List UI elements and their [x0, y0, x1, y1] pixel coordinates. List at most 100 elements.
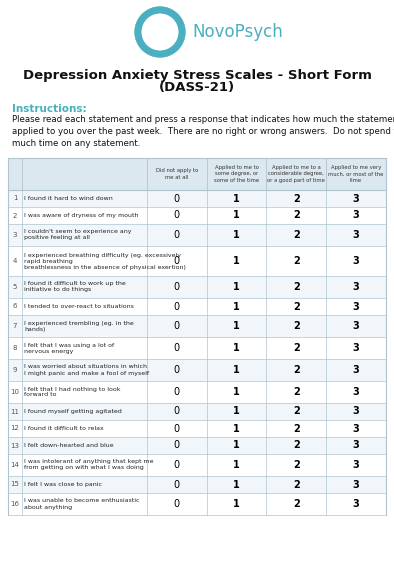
Text: 2: 2: [293, 302, 300, 311]
Text: Applied to me to a
considerable degree,
or a good part of time: Applied to me to a considerable degree, …: [268, 165, 325, 183]
Text: 15: 15: [11, 482, 19, 487]
Bar: [8, 454, 386, 476]
Text: 1: 1: [233, 321, 240, 331]
Text: I experienced trembling (eg. in the
hands): I experienced trembling (eg. in the hand…: [24, 320, 134, 332]
Text: 3: 3: [353, 406, 359, 417]
Bar: [8, 337, 386, 359]
Text: 3: 3: [353, 256, 359, 266]
Text: 0: 0: [174, 302, 180, 311]
Text: 1: 1: [233, 193, 240, 203]
Text: Depression Anxiety Stress Scales - Short Form: Depression Anxiety Stress Scales - Short…: [22, 68, 372, 82]
Text: I experienced breathing difficulty (eg. excessively
rapid breathing
breathlessne: I experienced breathing difficulty (eg. …: [24, 253, 186, 270]
Text: 11: 11: [11, 409, 19, 414]
Text: I felt down-hearted and blue: I felt down-hearted and blue: [24, 443, 113, 448]
Text: 3: 3: [353, 499, 359, 509]
Text: 1: 1: [233, 424, 240, 434]
Text: 3: 3: [353, 302, 359, 311]
Text: 10: 10: [11, 389, 19, 395]
Text: 1: 1: [233, 406, 240, 417]
Bar: [8, 403, 386, 420]
Text: 13: 13: [11, 442, 19, 449]
Bar: [8, 158, 386, 190]
Text: 0: 0: [174, 499, 180, 509]
Bar: [8, 420, 386, 437]
Bar: [8, 476, 386, 493]
Bar: [8, 246, 386, 276]
Text: 0: 0: [174, 210, 180, 221]
Text: 2: 2: [293, 387, 300, 397]
Text: 2: 2: [293, 441, 300, 450]
Text: 7: 7: [13, 323, 17, 329]
Text: 2: 2: [293, 424, 300, 434]
Text: 0: 0: [174, 256, 180, 266]
Text: 3: 3: [353, 479, 359, 490]
Text: 2: 2: [293, 321, 300, 331]
Bar: [8, 190, 386, 207]
Text: 3: 3: [353, 282, 359, 292]
Bar: [8, 381, 386, 403]
Text: 2: 2: [293, 230, 300, 240]
Text: 0: 0: [174, 343, 180, 353]
Text: 0: 0: [174, 365, 180, 375]
Ellipse shape: [151, 40, 169, 52]
Text: 3: 3: [353, 424, 359, 434]
Text: I was worried about situations in which
I might panic and make a fool of myself: I was worried about situations in which …: [24, 364, 149, 376]
Text: 3: 3: [353, 343, 359, 353]
Bar: [8, 298, 386, 315]
Text: 3: 3: [353, 230, 359, 240]
Text: I felt that I was using a lot of
nervous energy: I felt that I was using a lot of nervous…: [24, 343, 114, 353]
Text: I found myself getting agitated: I found myself getting agitated: [24, 409, 122, 414]
Text: 16: 16: [11, 501, 19, 507]
Bar: [8, 224, 386, 246]
Text: 0: 0: [174, 282, 180, 292]
Bar: [8, 315, 386, 337]
Text: 2: 2: [293, 193, 300, 203]
Text: 4: 4: [13, 258, 17, 264]
Text: 3: 3: [353, 387, 359, 397]
Text: 1: 1: [233, 365, 240, 375]
Text: Applied to me to
some degree, or
some of the time: Applied to me to some degree, or some of…: [214, 165, 259, 183]
Text: 3: 3: [13, 232, 17, 238]
Text: 3: 3: [353, 365, 359, 375]
Text: 0: 0: [174, 424, 180, 434]
Text: 1: 1: [233, 302, 240, 311]
Text: 0: 0: [174, 193, 180, 203]
Circle shape: [141, 13, 179, 51]
Text: 0: 0: [174, 479, 180, 490]
Text: 1: 1: [233, 387, 240, 397]
Bar: [8, 493, 386, 515]
Text: 14: 14: [11, 462, 19, 468]
Text: 1: 1: [13, 196, 17, 202]
Text: 3: 3: [353, 460, 359, 470]
Bar: [8, 207, 386, 224]
Text: Applied to me very
much, or most of the
time: Applied to me very much, or most of the …: [329, 165, 384, 183]
Text: 1: 1: [233, 256, 240, 266]
Text: 9: 9: [13, 367, 17, 373]
Text: 2: 2: [293, 499, 300, 509]
Text: 2: 2: [293, 256, 300, 266]
Text: 6: 6: [13, 303, 17, 310]
Text: I tended to over-react to situations: I tended to over-react to situations: [24, 304, 134, 309]
Text: 2: 2: [293, 479, 300, 490]
Text: Did not apply to
me at all: Did not apply to me at all: [156, 168, 198, 180]
Text: 2: 2: [13, 213, 17, 218]
Text: 0: 0: [174, 321, 180, 331]
Text: 3: 3: [353, 441, 359, 450]
Text: Instructions:: Instructions:: [12, 104, 87, 114]
Text: I felt that I had nothing to look
forward to: I felt that I had nothing to look forwar…: [24, 386, 121, 397]
Bar: [8, 359, 386, 381]
Circle shape: [149, 18, 171, 40]
Text: 0: 0: [174, 441, 180, 450]
Text: 3: 3: [353, 321, 359, 331]
Text: 12: 12: [11, 425, 19, 431]
Text: 1: 1: [233, 343, 240, 353]
Text: 0: 0: [174, 460, 180, 470]
Text: I was aware of dryness of my mouth: I was aware of dryness of my mouth: [24, 213, 139, 218]
Text: 2: 2: [293, 365, 300, 375]
Text: 3: 3: [353, 210, 359, 221]
Text: 1: 1: [233, 210, 240, 221]
Text: 2: 2: [293, 460, 300, 470]
Text: I was unable to become enthusiastic
about anything: I was unable to become enthusiastic abou…: [24, 499, 139, 510]
Text: NovoPsych: NovoPsych: [192, 23, 283, 41]
Text: I found it difficult to work up the
initiative to do things: I found it difficult to work up the init…: [24, 282, 126, 292]
